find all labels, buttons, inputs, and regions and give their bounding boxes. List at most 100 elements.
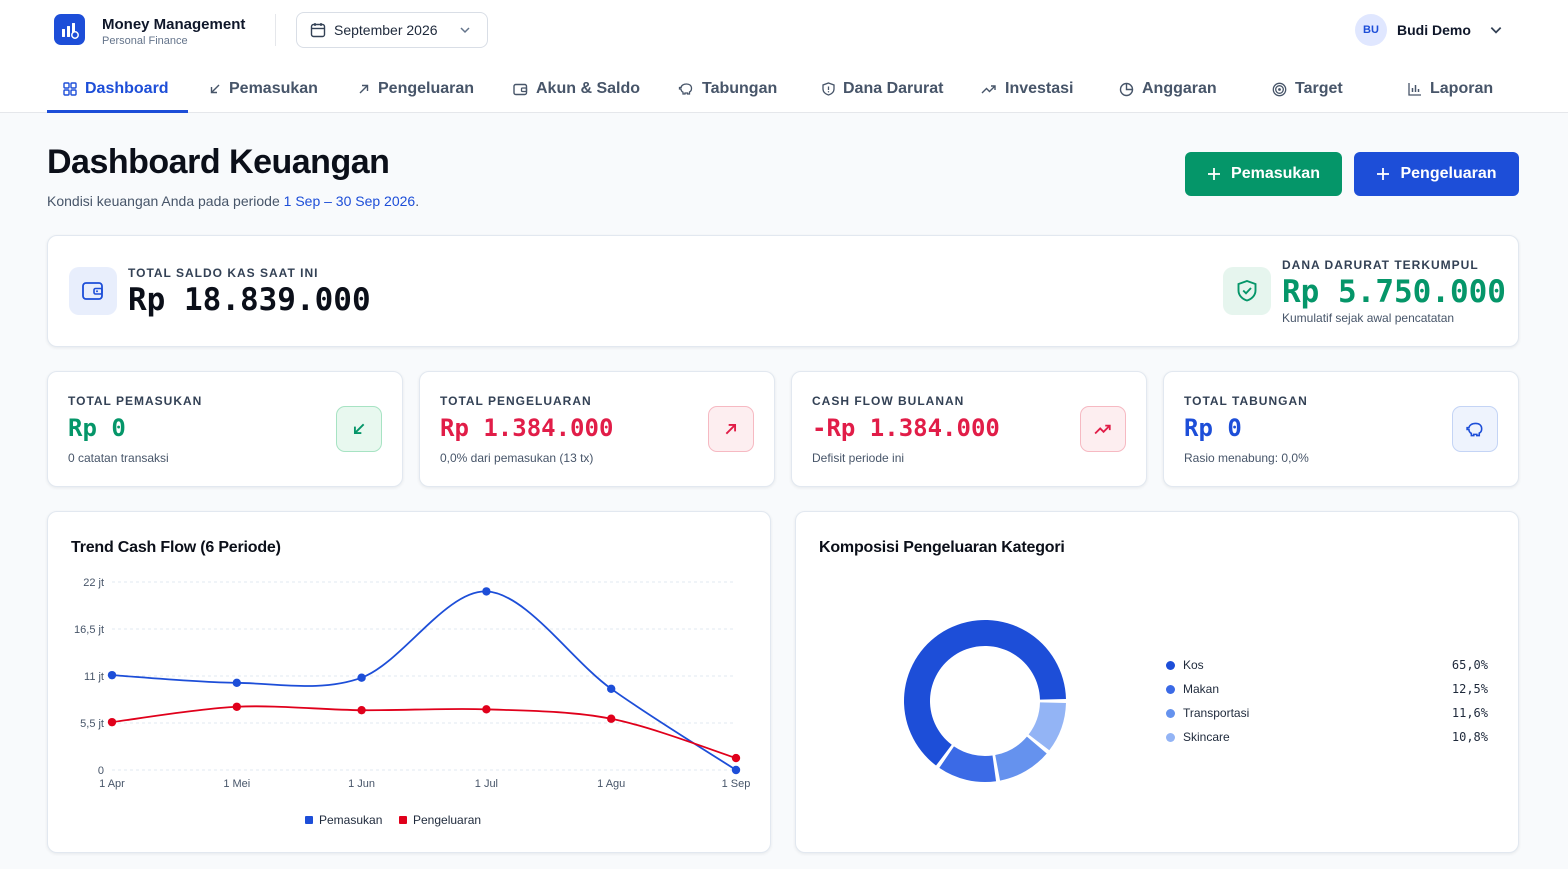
page-title: Dashboard Keuangan xyxy=(47,143,390,181)
emergency-fund-value: Rp 5.750.000 xyxy=(1282,274,1506,310)
legend-dot xyxy=(1166,684,1175,694)
balance-value: Rp 18.839.000 xyxy=(128,282,371,318)
tab-akun-saldo[interactable]: Akun & Saldo xyxy=(497,66,656,112)
data-point-pemasukan[interactable] xyxy=(357,673,366,682)
x-tick-label: 1 Jun xyxy=(348,778,375,790)
balance-label: TOTAL SALDO KAS SAAT INI xyxy=(128,266,319,280)
data-point-pemasukan[interactable] xyxy=(482,587,491,596)
arrow-up-right-icon xyxy=(359,84,369,94)
data-point-pengeluaran[interactable] xyxy=(232,702,241,711)
legend-swatch xyxy=(305,816,313,824)
tab-pengeluaran[interactable]: Pengeluaran xyxy=(342,66,490,112)
tab-anggaran[interactable]: Anggaran xyxy=(1103,66,1233,112)
tab-target[interactable]: Target xyxy=(1256,66,1359,112)
data-point-pengeluaran[interactable] xyxy=(107,717,117,727)
donut-slice-transportasi[interactable] xyxy=(995,736,1047,781)
stat-card-savings: TOTAL TABUNGAN Rp 0 Rasio menabung: 0,0% xyxy=(1163,371,1519,487)
y-tick-label: 0 xyxy=(98,765,104,777)
x-tick-label: 1 Mei xyxy=(223,778,250,790)
tab-dashboard[interactable]: Dashboard xyxy=(47,66,188,113)
donut-slice-kos[interactable] xyxy=(904,620,1066,766)
stat-label: CASH FLOW BULANAN xyxy=(812,394,965,408)
user-name: Budi Demo xyxy=(1397,22,1471,38)
wallet-icon xyxy=(69,267,117,315)
emergency-fund-note: Kumulatif sejak awal pencatatan xyxy=(1282,311,1455,325)
legend-dot xyxy=(1166,660,1175,670)
data-point-pemasukan[interactable] xyxy=(232,678,241,688)
tab-label: Target xyxy=(1295,80,1343,97)
legend-pengeluaran[interactable]: Pengeluaran xyxy=(399,813,481,827)
user-menu[interactable]: BU Budi Demo xyxy=(1355,14,1503,46)
page-subtitle: Kondisi keuangan Anda pada periode 1 Sep… xyxy=(47,193,419,209)
balance-card: TOTAL SALDO KAS SAAT INI Rp 18.839.000 D… xyxy=(47,235,1519,347)
legend-label: Skincare xyxy=(1183,730,1230,744)
data-point-pemasukan[interactable] xyxy=(607,684,616,694)
legend-row-transportasi[interactable]: Transportasi 11,6% xyxy=(1166,703,1488,723)
x-tick-label: 1 Agu xyxy=(597,778,625,790)
data-point-pengeluaran[interactable] xyxy=(357,705,366,715)
legend-label: Pengeluaran xyxy=(413,813,482,827)
y-tick-label: 11 jt xyxy=(84,671,104,683)
x-tick-label: 1 Sep xyxy=(722,778,751,790)
stat-label: TOTAL TABUNGAN xyxy=(1184,394,1308,408)
app-subtitle: Personal Finance xyxy=(102,35,188,47)
donut-slice-makan[interactable] xyxy=(939,746,997,782)
tab-label: Pengeluaran xyxy=(378,80,475,97)
tab-label: Tabungan xyxy=(702,80,778,97)
bar-chart-icon xyxy=(1408,83,1421,96)
plus-icon xyxy=(1208,168,1221,180)
legend-row-skincare[interactable]: Skincare 10,8% xyxy=(1166,727,1488,747)
expense-donut-chart xyxy=(904,620,1066,782)
top-header: Money Management Personal Finance Septem… xyxy=(0,0,1568,113)
add-expense-button[interactable]: Pengeluaran xyxy=(1354,152,1519,196)
legend-label: Kos xyxy=(1183,658,1204,672)
stat-value: Rp 1.384.000 xyxy=(440,414,614,442)
trending-up-icon xyxy=(981,85,996,94)
tab-tabungan[interactable]: Tabungan xyxy=(662,66,793,112)
y-tick-label: 5,5 jt xyxy=(80,718,104,730)
stat-sub: Rasio menabung: 0,0% xyxy=(1184,451,1309,465)
legend-row-kos[interactable]: Kos 65,0% xyxy=(1166,655,1488,675)
cashflow-trend-card: Trend Cash Flow (6 Periode) 0 5,5 jt 11 jt… xyxy=(47,511,771,853)
target-icon xyxy=(1272,82,1287,96)
tab-label: Investasi xyxy=(1005,80,1074,97)
tab-pemasukan[interactable]: Pemasukan xyxy=(193,66,334,112)
data-point-pemasukan[interactable] xyxy=(107,670,117,680)
arrow-up-right-icon xyxy=(708,406,754,452)
tab-label: Pemasukan xyxy=(229,80,318,97)
stat-sub: 0,0% dari pemasukan (13 tx) xyxy=(440,451,594,465)
calendar-icon xyxy=(310,23,326,38)
add-income-label: Pemasukan xyxy=(1231,165,1320,182)
shield-icon xyxy=(822,82,835,96)
cashflow-line-chart: 0 5,5 jt 11 jt 16,5 jt 22 jt 1 Apr 1 Mei 1 Jun 1… xyxy=(74,577,751,790)
header-divider xyxy=(275,14,276,46)
add-income-button[interactable]: Pemasukan xyxy=(1185,152,1342,196)
legend-pemasukan[interactable]: Pemasukan xyxy=(305,813,382,827)
chart-title: Komposisi Pengeluaran Kategori xyxy=(819,539,1065,556)
plus-icon xyxy=(1377,168,1390,180)
tab-label: Akun & Saldo xyxy=(536,80,641,97)
data-point-pengeluaran[interactable] xyxy=(607,714,616,723)
y-tick-label: 16,5 jt xyxy=(74,624,104,636)
app-title: Money Management xyxy=(102,16,246,33)
tab-investasi[interactable]: Investasi xyxy=(965,66,1089,112)
period-label: September 2026 xyxy=(334,22,438,38)
stat-sub: 0 catatan transaksi xyxy=(68,451,169,465)
y-tick-label: 22 jt xyxy=(83,577,104,589)
data-point-pemasukan[interactable] xyxy=(731,765,741,775)
finance-logo-icon xyxy=(61,22,79,39)
legend-label: Makan xyxy=(1183,682,1220,696)
donut-slice-skincare[interactable] xyxy=(1028,702,1066,751)
legend-row-makan[interactable]: Makan 12,5% xyxy=(1166,679,1488,699)
data-point-pengeluaran[interactable] xyxy=(731,753,741,763)
shield-check-icon xyxy=(1223,267,1271,315)
tab-label: Laporan xyxy=(1430,80,1494,97)
tab-laporan[interactable]: Laporan xyxy=(1392,66,1509,112)
data-point-pengeluaran[interactable] xyxy=(482,705,491,714)
series-line-pengeluaran xyxy=(111,705,737,759)
tab-label: Dana Darurat xyxy=(843,80,944,97)
tab-dana-darurat[interactable]: Dana Darurat xyxy=(806,66,959,112)
period-picker[interactable]: September 2026 xyxy=(296,12,488,48)
arrow-down-left-icon xyxy=(336,406,382,452)
grid-icon xyxy=(63,82,77,96)
